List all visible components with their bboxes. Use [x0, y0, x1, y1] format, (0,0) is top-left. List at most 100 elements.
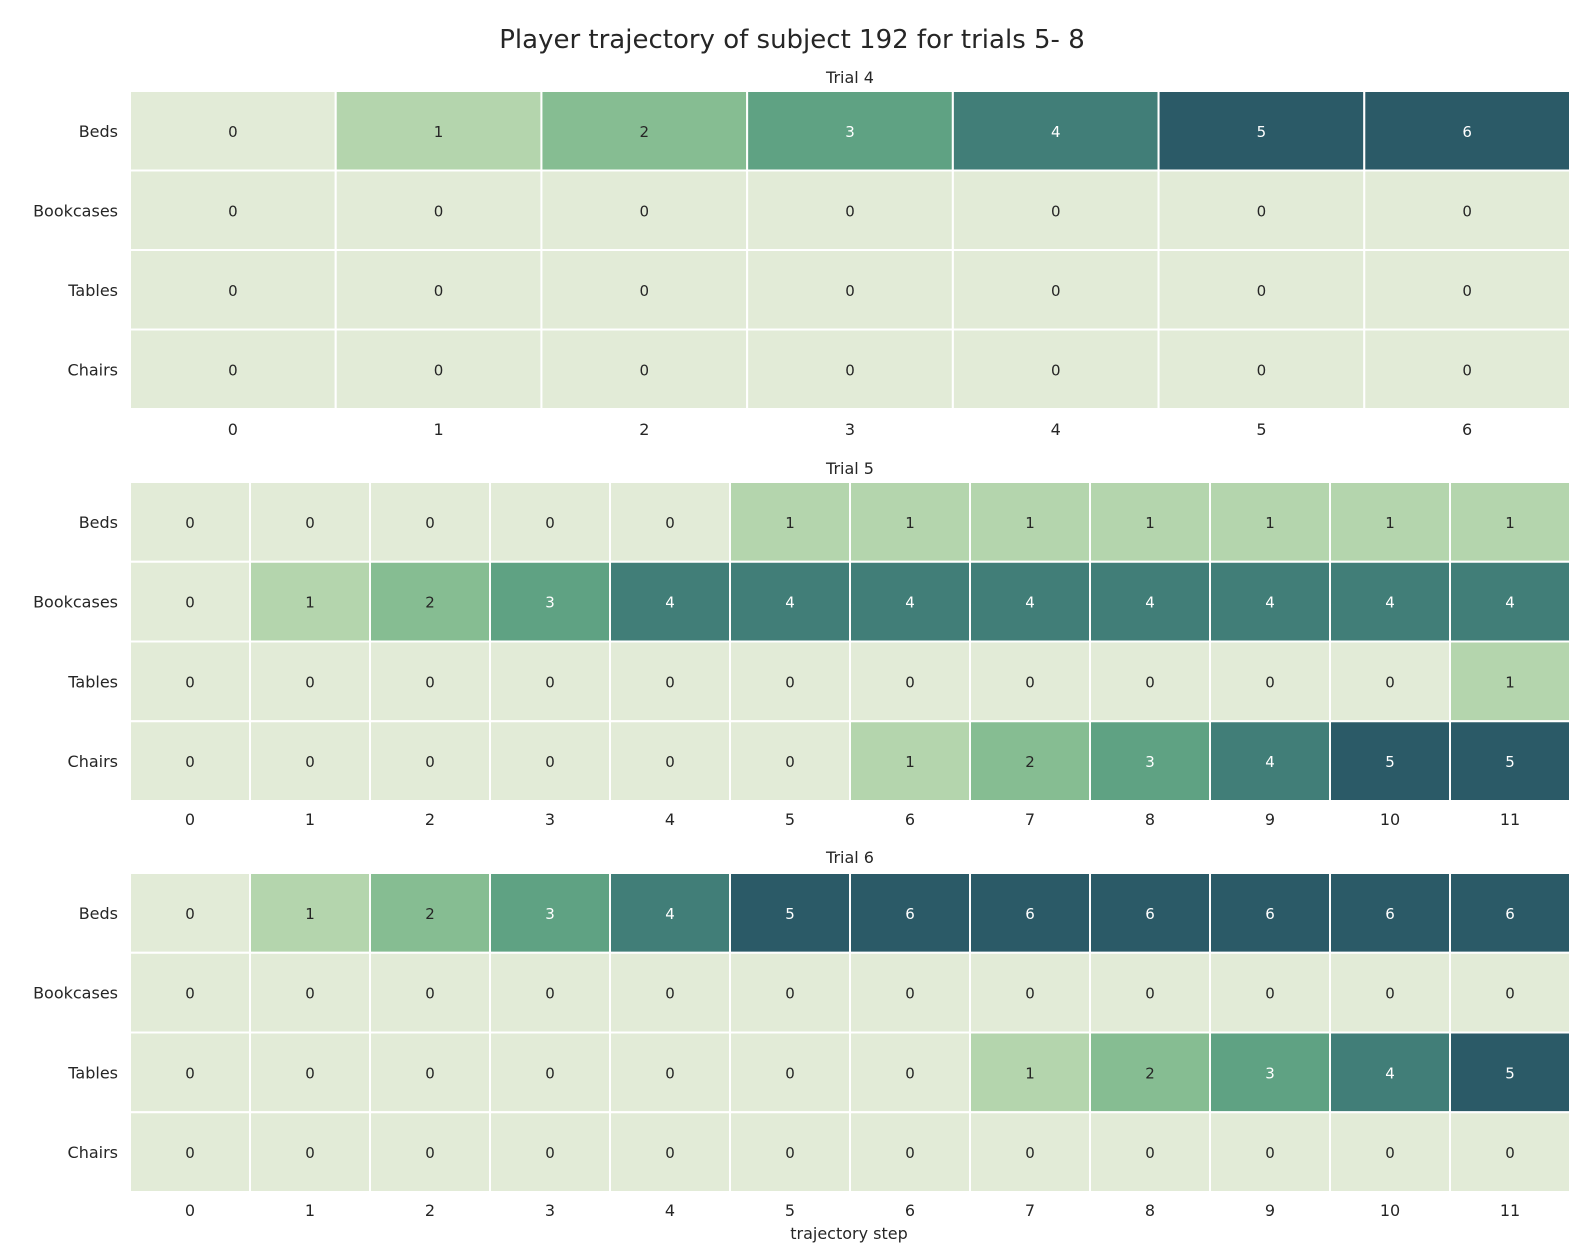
heatmap-cell: [1089, 720, 1211, 802]
cell-value-label: 0: [425, 514, 435, 532]
cell-value-label: 0: [1257, 202, 1267, 220]
heatmap-cell: [1329, 951, 1451, 1034]
heatmap-cell: [369, 720, 491, 802]
x-tick-label: 6: [905, 1201, 915, 1220]
cell-value-label: 0: [665, 985, 675, 1003]
heatmap-cell: [849, 560, 971, 643]
heatmap-cell: [249, 560, 371, 643]
heatmap-cell: [1089, 640, 1211, 723]
cell-value-label: 0: [185, 905, 195, 923]
cell-value-label: 1: [305, 905, 315, 923]
cell-value-label: 0: [1145, 673, 1155, 691]
heatmap-cell: [1449, 640, 1571, 723]
cell-value-label: 0: [185, 753, 195, 771]
x-tick-label: 3: [545, 1201, 555, 1220]
heatmap-cell: [1209, 720, 1331, 802]
row-label: Beds: [79, 122, 118, 141]
cell-value-label: 0: [545, 514, 555, 532]
cell-value-label: 0: [434, 202, 444, 220]
row-label: Chairs: [68, 752, 118, 771]
x-tick-label: 2: [425, 1201, 435, 1220]
heatmap-cell: [729, 720, 851, 802]
cell-value-label: 3: [545, 905, 555, 923]
cell-value-label: 0: [425, 1144, 435, 1162]
heatmap-cell: [1363, 249, 1572, 331]
heatmap-cell: [1363, 169, 1572, 251]
cell-value-label: 2: [1145, 1064, 1155, 1082]
cell-value-label: 0: [1051, 202, 1061, 220]
cell-value-label: 1: [434, 123, 444, 141]
cell-value-label: 0: [305, 673, 315, 691]
row-label: Tables: [67, 281, 118, 300]
heatmap-cell: [969, 560, 1091, 643]
heatmap-cell: [1329, 720, 1451, 802]
x-tick-label: 7: [1025, 810, 1035, 829]
cell-value-label: 0: [1265, 1144, 1275, 1162]
cell-value-label: 1: [1025, 1064, 1035, 1082]
x-tick-label: 1: [433, 420, 443, 439]
x-tick-label: 4: [1051, 420, 1061, 439]
cell-value-label: 0: [640, 282, 650, 300]
heatmap-cell: [489, 640, 611, 723]
cell-value-label: 0: [845, 361, 855, 379]
heatmap-cell: [1449, 560, 1571, 643]
cell-value-label: 2: [1025, 753, 1035, 771]
cell-value-label: 4: [665, 905, 675, 923]
x-tick-label: 8: [1145, 810, 1155, 829]
cell-value-label: 3: [845, 123, 855, 141]
x-tick-label: 3: [845, 420, 855, 439]
x-tick-label: 1: [305, 1201, 315, 1220]
cell-value-label: 0: [1505, 1144, 1515, 1162]
heatmap-cell: [1449, 951, 1571, 1034]
heatmap-cell: [249, 720, 371, 802]
cell-value-label: 6: [1025, 905, 1035, 923]
x-tick-label: 0: [185, 810, 195, 829]
cell-value-label: 0: [905, 1064, 915, 1082]
heatmap-cell: [609, 560, 731, 643]
cell-value-label: 0: [1385, 985, 1395, 1003]
cell-value-label: 1: [785, 514, 795, 532]
heatmap-cell: [609, 720, 731, 802]
cell-value-label: 1: [1025, 514, 1035, 532]
cell-value-label: 1: [905, 514, 915, 532]
x-tick-label: 4: [665, 1201, 675, 1220]
x-tick-label: 10: [1380, 1201, 1400, 1220]
heatmap-cell: [369, 951, 491, 1034]
cell-value-label: 0: [425, 753, 435, 771]
heatmap-cell: [129, 640, 251, 723]
cell-value-label: 4: [785, 594, 795, 612]
heatmap-cell: [951, 249, 1160, 331]
heatmap-cell: [129, 328, 337, 410]
cell-value-label: 0: [434, 282, 444, 300]
heatmap-cell: [129, 1111, 251, 1193]
x-tick-label: 1: [305, 810, 315, 829]
cell-value-label: 0: [1385, 673, 1395, 691]
x-tick-label: 11: [1500, 810, 1520, 829]
heatmap-cell: [969, 951, 1091, 1034]
heatmap-cell: [249, 640, 371, 723]
cell-value-label: 4: [1025, 594, 1035, 612]
heatmap-cell: [1089, 872, 1211, 954]
cell-value-label: 6: [1505, 905, 1515, 923]
heatmap-cell: [369, 560, 491, 643]
cell-value-label: 0: [185, 1144, 195, 1162]
cell-value-label: 0: [185, 673, 195, 691]
cell-value-label: 4: [1145, 594, 1155, 612]
heatmap-cell: [334, 90, 543, 172]
heatmap-cell: [1089, 951, 1211, 1034]
cell-value-label: 0: [185, 1064, 195, 1082]
cell-value-label: 0: [640, 202, 650, 220]
x-axis-label: trajectory step: [790, 1224, 908, 1243]
heatmap-cell: [129, 872, 251, 954]
row-label: Chairs: [68, 360, 118, 379]
heatmap-cell: [369, 640, 491, 723]
heatmap-cell: [609, 872, 731, 954]
heatmap-cell: [849, 951, 971, 1034]
cell-value-label: 0: [305, 1064, 315, 1082]
cell-value-label: 0: [845, 282, 855, 300]
x-tick-label: 2: [425, 810, 435, 829]
heatmap-cell: [1449, 1111, 1571, 1193]
heatmap-cell: [369, 1031, 491, 1114]
heatmap-cell: [969, 481, 1091, 563]
